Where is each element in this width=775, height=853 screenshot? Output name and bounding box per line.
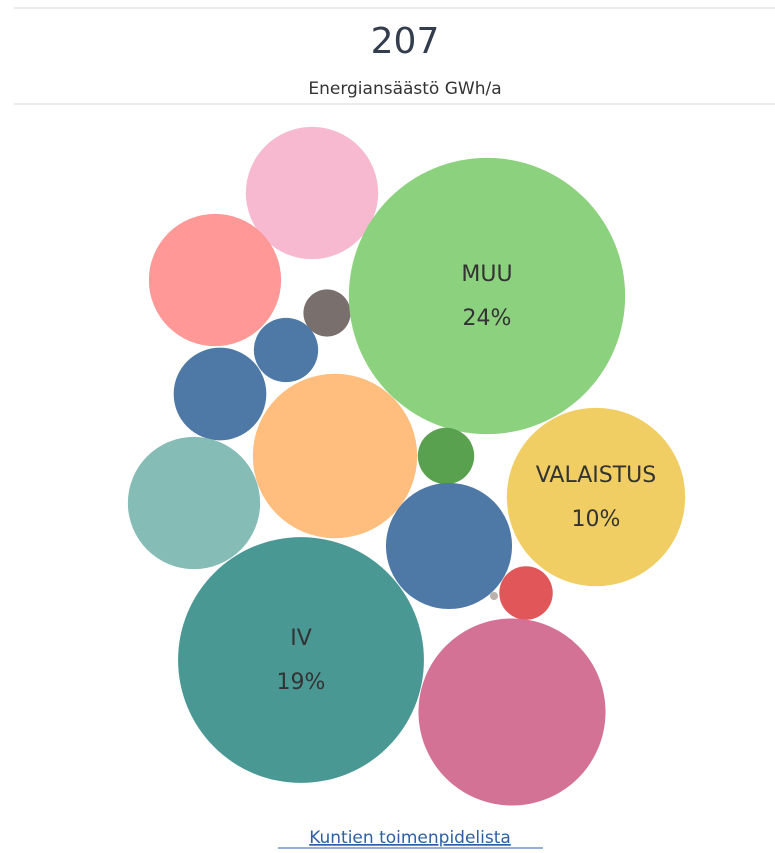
- bubble-value-label: 24%: [463, 306, 512, 331]
- bubble: [303, 289, 351, 337]
- bubble-label: IV: [290, 626, 312, 651]
- bubble-chart: MUU 24% VALAISTUS 10% IV 19%: [127, 126, 686, 806]
- bubble: [148, 213, 282, 347]
- bubble: [490, 592, 498, 600]
- bubble: [252, 373, 418, 539]
- bubble-value-label: 19%: [277, 670, 326, 695]
- kpi-label: Energiansäästö GWh/a: [308, 79, 501, 99]
- bubble: [253, 317, 319, 383]
- bubble-label: MUU: [461, 262, 512, 287]
- bubble: [348, 157, 626, 435]
- bubble: [418, 618, 606, 806]
- bubble-value-label: 10%: [572, 507, 621, 532]
- bubble: [127, 436, 261, 570]
- bubble: [506, 407, 686, 587]
- bubble: [499, 566, 553, 620]
- kpi-value: 207: [371, 21, 440, 62]
- link[interactable]: Kuntien toimenpidelista: [309, 828, 511, 848]
- bubble: [245, 126, 379, 260]
- bubble: [385, 482, 513, 610]
- bubble: [417, 427, 475, 485]
- bubble: [173, 347, 267, 441]
- bubble-label: VALAISTUS: [536, 463, 656, 488]
- bubble: [178, 537, 424, 783]
